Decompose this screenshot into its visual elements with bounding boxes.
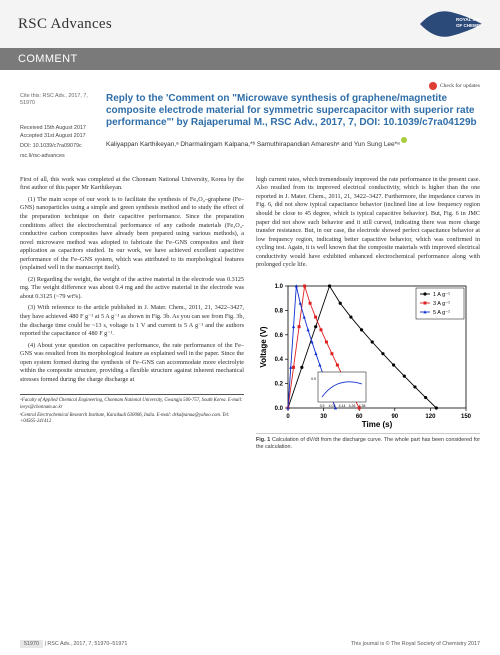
svg-text:4.38: 4.38 xyxy=(359,404,366,408)
svg-text:1.0: 1.0 xyxy=(275,284,284,290)
right-column: high current rates, which tremendously i… xyxy=(256,176,480,451)
svg-text:1 A g⁻¹: 1 A g⁻¹ xyxy=(433,292,450,298)
svg-text:0.6: 0.6 xyxy=(275,333,284,339)
metadata-row: Cite this: RSC Adv., 2017, 7, 51970 Rece… xyxy=(20,93,480,162)
page-footer: 51970 | RSC Adv., 2017, 7, 51970–51971 T… xyxy=(0,641,500,647)
affil-line: ᵃFaculty of Applied Chemical Engineering… xyxy=(20,398,244,410)
body-columns: First of all, this work was completed at… xyxy=(20,176,480,451)
svg-text:0.9: 0.9 xyxy=(311,377,316,381)
orcid-icon xyxy=(401,137,407,143)
svg-text:30: 30 xyxy=(320,414,327,420)
section-bar: COMMENT xyxy=(0,48,500,70)
affil-line: ᵇCentral Electrochemical Research Instit… xyxy=(20,413,244,425)
figure-caption: Fig. 1 Calculation of dV/dt from the dis… xyxy=(256,433,480,451)
para: (1) The main scope of our work is to fac… xyxy=(20,196,244,273)
svg-text:Voltage (V): Voltage (V) xyxy=(259,326,268,368)
rsc-logo: ROYAL SOCIETY OF CHEMISTRY xyxy=(420,8,482,40)
footer-right: This journal is © The Royal Society of C… xyxy=(351,641,480,647)
svg-text:5 A g⁻¹: 5 A g⁻¹ xyxy=(433,310,450,316)
journal-header: RSC Advances ROYAL SOCIETY OF CHEMISTRY xyxy=(0,0,500,48)
cite-this: Cite this: RSC Adv., 2017, 7, 51970 xyxy=(20,93,94,108)
doi: DOI: 10.1039/c7ra09079c xyxy=(20,143,94,150)
footer-left: 51970 | RSC Adv., 2017, 7, 51970–51971 xyxy=(20,641,127,647)
para: (2) Regarding the weight, the weight of … xyxy=(20,276,244,302)
svg-text:120: 120 xyxy=(425,414,436,420)
svg-text:0.0: 0.0 xyxy=(275,406,284,412)
check-updates-badge[interactable]: Check for updates xyxy=(20,82,480,90)
received-date: Received 15th August 2017 xyxy=(20,125,94,132)
svg-text:3.9: 3.9 xyxy=(320,404,325,408)
check-updates-label: Check for updates xyxy=(440,83,480,89)
svg-text:150: 150 xyxy=(461,414,472,420)
page-number: 51970 xyxy=(20,640,43,648)
journal-name: RSC Advances xyxy=(18,16,112,33)
svg-text:0.8: 0.8 xyxy=(275,308,284,314)
para: high current rates, which tremendously i… xyxy=(256,176,480,270)
para: (3) With reference to the article publis… xyxy=(20,304,244,338)
authors-line: Kaliyappan Karthikeyan,ᵃ Dharmalingam Ka… xyxy=(106,137,480,150)
figure-1: 03060901201500.00.20.40.60.81.0Time (s)V… xyxy=(256,278,480,451)
article-meta: Cite this: RSC Adv., 2017, 7, 51970 Rece… xyxy=(20,93,94,162)
affiliations: ᵃFaculty of Applied Chemical Engineering… xyxy=(20,394,244,425)
svg-text:0.4: 0.4 xyxy=(275,357,284,363)
svg-text:Time (s): Time (s) xyxy=(362,420,393,429)
crossmark-icon xyxy=(429,82,437,90)
article-title: Reply to the 'Comment on "Microwave synt… xyxy=(106,93,480,130)
title-block: Reply to the 'Comment on "Microwave synt… xyxy=(106,93,480,162)
discharge-chart: 03060901201500.00.20.40.60.81.0Time (s)V… xyxy=(256,278,474,430)
accepted-date: Accepted 31st August 2017 xyxy=(20,133,94,140)
para: First of all, this work was completed at… xyxy=(20,176,244,193)
svg-text:ROYAL SOCIETY: ROYAL SOCIETY xyxy=(456,17,482,22)
svg-text:0.2: 0.2 xyxy=(275,381,284,387)
svg-text:3 A g⁻¹: 3 A g⁻¹ xyxy=(433,301,450,307)
svg-text:OF CHEMISTRY: OF CHEMISTRY xyxy=(456,23,482,28)
site-link[interactable]: rsc.li/rsc-advances xyxy=(20,153,94,160)
svg-text:4.14: 4.14 xyxy=(339,404,346,408)
para: (4) About your question on capacitive pe… xyxy=(20,342,244,385)
svg-text:4.26: 4.26 xyxy=(349,404,356,408)
svg-text:90: 90 xyxy=(391,414,398,420)
svg-text:0: 0 xyxy=(286,414,290,420)
left-column: First of all, this work was completed at… xyxy=(20,176,244,451)
svg-text:4.02: 4.02 xyxy=(329,404,336,408)
main-content: Check for updates Cite this: RSC Adv., 2… xyxy=(0,70,500,459)
